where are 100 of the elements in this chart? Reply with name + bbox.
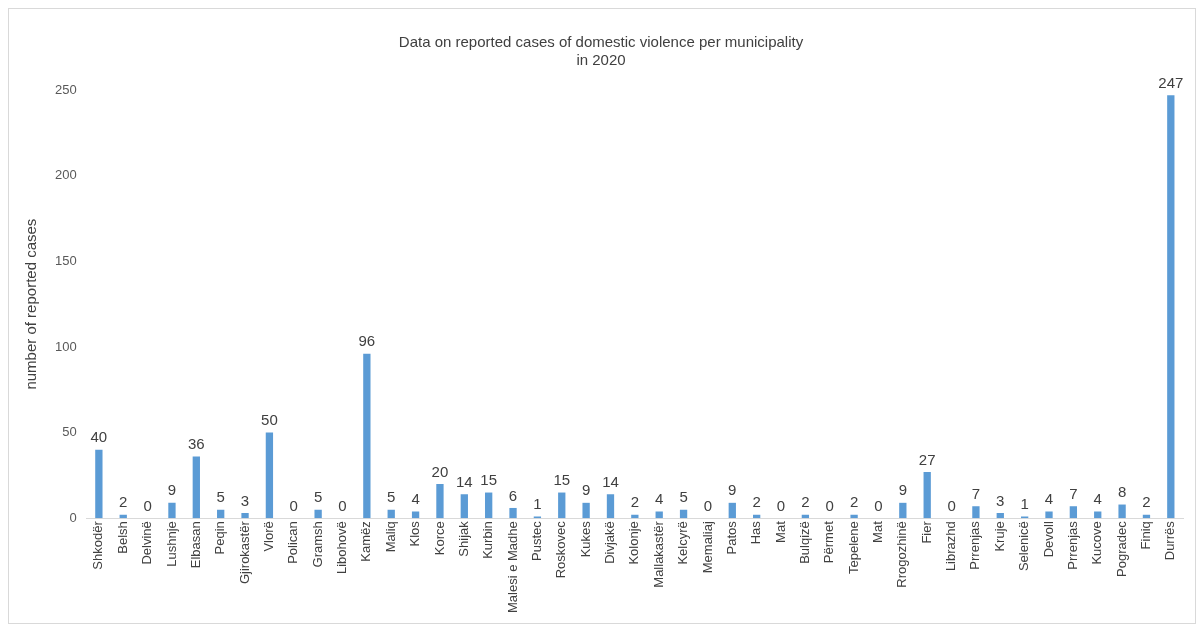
data-label: 3 xyxy=(996,491,1005,509)
x-tick-label: Kamëz xyxy=(358,521,374,562)
data-label: 2 xyxy=(801,493,810,511)
data-label: 14 xyxy=(602,472,619,490)
bar xyxy=(509,507,517,519)
x-tick-label: Libohovë xyxy=(334,521,350,575)
x-tick-label: Fier xyxy=(918,520,934,544)
data-label: 0 xyxy=(143,496,152,514)
bar xyxy=(1069,506,1078,519)
bar xyxy=(972,506,980,519)
data-label: 40 xyxy=(90,428,108,446)
data-label: 2 xyxy=(1142,493,1151,511)
data-label: 4 xyxy=(1044,490,1054,508)
bar xyxy=(1045,511,1053,519)
x-tick-label: Mat xyxy=(772,520,788,543)
x-tick-label: Rrogozhinë xyxy=(894,521,910,588)
data-label: 5 xyxy=(313,488,323,506)
bar xyxy=(558,492,566,519)
data-label: 3 xyxy=(240,491,250,509)
x-tick-label: Vlorë xyxy=(260,521,276,552)
data-label: 4 xyxy=(411,490,420,508)
bar xyxy=(728,502,736,519)
bar xyxy=(655,511,663,519)
bar xyxy=(996,513,1004,519)
x-tick-label: Shijak xyxy=(455,520,471,557)
bar xyxy=(192,456,200,519)
data-label: 1 xyxy=(1020,495,1029,513)
x-tick-label: Pustec xyxy=(528,520,544,561)
bar xyxy=(485,492,493,519)
data-label: 9 xyxy=(898,481,907,499)
data-label: 0 xyxy=(874,496,883,514)
x-tick-label: Divjakë xyxy=(602,521,618,564)
data-label: 0 xyxy=(776,496,786,514)
bar xyxy=(436,483,444,519)
data-label: 5 xyxy=(387,488,396,506)
x-tick-label: Kurbin xyxy=(480,521,496,559)
x-tick-label: Delvinë xyxy=(139,521,155,565)
x-tick-label: Belsh xyxy=(114,521,130,554)
data-label: 5 xyxy=(679,488,688,506)
bar xyxy=(241,513,249,519)
y-tick-label: 100 xyxy=(54,338,77,354)
data-label: 8 xyxy=(1117,483,1127,501)
x-tick-label: Përmet xyxy=(821,520,837,564)
bar xyxy=(606,494,615,519)
data-label: 9 xyxy=(581,481,591,499)
data-label: 2 xyxy=(119,493,128,511)
x-tick-label: Selenicë xyxy=(1016,521,1032,572)
x-tick-label: Kelcyrë xyxy=(675,521,691,565)
data-label: 2 xyxy=(752,493,761,511)
x-tick-label: Kruje xyxy=(991,521,1007,552)
data-label: 0 xyxy=(338,496,347,514)
bar xyxy=(1167,95,1175,519)
data-label: 27 xyxy=(918,450,936,468)
bar xyxy=(411,511,420,519)
data-label: 4 xyxy=(655,490,664,508)
y-tick-label: 200 xyxy=(54,167,77,183)
y-tick-label: 50 xyxy=(62,424,77,440)
bar xyxy=(1094,511,1102,519)
bar xyxy=(582,502,590,519)
x-tick-label: Gjirokastër xyxy=(236,520,252,585)
data-label: 2 xyxy=(630,493,640,511)
data-label: 15 xyxy=(480,471,498,489)
data-label: 9 xyxy=(167,481,177,499)
bar xyxy=(460,494,468,519)
x-tick-label: Prrenjas xyxy=(1064,520,1080,570)
y-tick-label: 250 xyxy=(54,81,77,97)
x-tick-label: Lushnje xyxy=(163,521,179,567)
bar xyxy=(265,432,274,519)
data-label: 15 xyxy=(553,471,571,489)
bar xyxy=(168,502,176,519)
bar xyxy=(923,471,931,519)
x-tick-label: Shkodër xyxy=(90,520,106,570)
bar xyxy=(363,353,371,519)
bar xyxy=(1118,504,1126,519)
x-tick-label: Klos xyxy=(407,520,423,547)
x-tick-label: Roskovec xyxy=(553,520,569,579)
x-tick-label: Mat xyxy=(870,520,886,543)
x-tick-label: Korce xyxy=(431,521,447,556)
data-label: 0 xyxy=(947,496,956,514)
x-tick-label: Memaliaj xyxy=(699,521,715,574)
data-label: 96 xyxy=(358,332,376,350)
x-tick-label: Tepelene xyxy=(845,521,861,575)
x-tick-label: Mallakastër xyxy=(650,520,666,588)
x-tick-label: Kukes xyxy=(577,520,593,558)
data-label: 0 xyxy=(825,496,834,514)
x-tick-label: Peqin xyxy=(212,521,228,555)
x-tick-label: Patos xyxy=(723,520,739,555)
data-label: 14 xyxy=(455,472,473,490)
data-label: 247 xyxy=(1158,73,1184,91)
x-tick-label: Librazhd xyxy=(943,521,959,572)
x-tick-label: Finiq xyxy=(1138,521,1154,550)
x-tick-label: Devoll xyxy=(1040,521,1056,558)
data-label: 0 xyxy=(289,496,298,514)
data-label: 4 xyxy=(1093,490,1102,508)
x-tick-label: Gramsh xyxy=(309,521,325,568)
x-tick-label: Maliq xyxy=(382,521,398,553)
x-tick-label: Pogradec xyxy=(1113,520,1129,577)
data-label: 0 xyxy=(703,496,713,514)
data-label: 2 xyxy=(849,493,859,511)
x-tick-label: Kucove xyxy=(1089,521,1105,565)
